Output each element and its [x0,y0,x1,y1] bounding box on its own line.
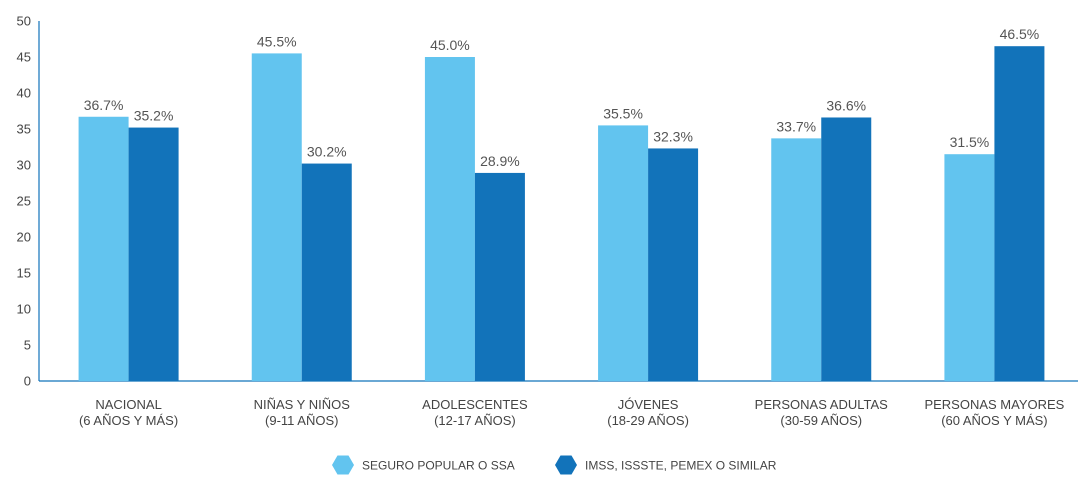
bar-seguro-popular-1 [251,53,302,382]
legend-marker-imss [555,455,577,475]
bar-imss-2 [474,172,525,381]
y-tick-label: 10 [17,302,31,317]
data-label: 45.5% [257,33,297,49]
legend-marker-seguro-popular [332,455,354,475]
data-label: 36.7% [84,97,124,113]
chart-category-labels: NACIONAL(6 AÑOS Y MÁS) NIÑAS Y NIÑOS(9-11… [79,397,1065,428]
y-tick-label: 50 [17,14,31,29]
y-tick-label: 35 [17,122,31,137]
bar-imss-1 [301,163,352,381]
bar-seguro-popular-3 [598,125,649,382]
chart-legend: SEGURO POPULAR O SSA IMSS, ISSSTE, PEMEX … [332,455,777,475]
x-category-label: ADOLESCENTES [422,397,528,412]
chart-data-labels: 36.7% 35.2% 45.5% 30.2% 45.0% 28.9% 35.5% 32.3%… [84,26,1040,169]
bar-seguro-popular-5 [944,154,995,381]
data-label: 33.7% [776,118,816,134]
data-label: 31.5% [950,134,990,150]
data-label: 45.0% [430,37,470,53]
x-category-label: (9-11 AÑOS) [265,413,338,428]
y-tick-label: 45 [17,50,31,65]
data-label: 35.5% [603,105,643,121]
x-category-label: NIÑAS Y NIÑOS [254,397,351,412]
data-label: 32.3% [653,128,693,144]
x-category-label: PERSONAS MAYORES [924,397,1064,412]
x-category-label: PERSONAS ADULTAS [755,397,888,412]
bar-seguro-popular-4 [771,138,822,381]
chart-bars [78,46,1045,382]
x-category-label: (60 AÑOS Y MÁS) [941,413,1047,428]
chart-axes: 0 5 10 15 20 25 30 35 40 45 50 [17,14,1078,389]
data-label: 46.5% [1000,26,1040,42]
bar-imss-5 [994,46,1045,381]
bar-imss-3 [648,148,699,381]
x-category-label: (18-29 AÑOS) [607,413,689,428]
data-label: 36.6% [826,97,866,113]
bar-imss-0 [128,127,179,381]
legend-label: IMSS, ISSSTE, PEMEX O SIMILAR [585,459,777,473]
y-tick-label: 0 [24,374,31,389]
bar-seguro-popular-2 [424,57,475,381]
x-category-label: NACIONAL [95,397,161,412]
y-tick-label: 30 [17,158,31,173]
y-tick-label: 20 [17,230,31,245]
x-category-label: (6 AÑOS Y MÁS) [79,413,178,428]
data-label: 28.9% [480,153,520,169]
bar-seguro-popular-0 [78,116,129,381]
x-category-label: (30-59 AÑOS) [780,413,862,428]
x-category-label: (12-17 AÑOS) [434,413,516,428]
y-tick-label: 40 [17,86,31,101]
y-tick-label: 5 [24,338,31,353]
legend-label: SEGURO POPULAR O SSA [362,459,515,473]
y-tick-label: 25 [17,194,31,209]
data-label: 30.2% [307,144,347,160]
x-category-label: JÓVENES [618,397,679,412]
data-label: 35.2% [134,108,174,124]
bar-imss-4 [821,117,872,381]
y-tick-label: 15 [17,266,31,281]
